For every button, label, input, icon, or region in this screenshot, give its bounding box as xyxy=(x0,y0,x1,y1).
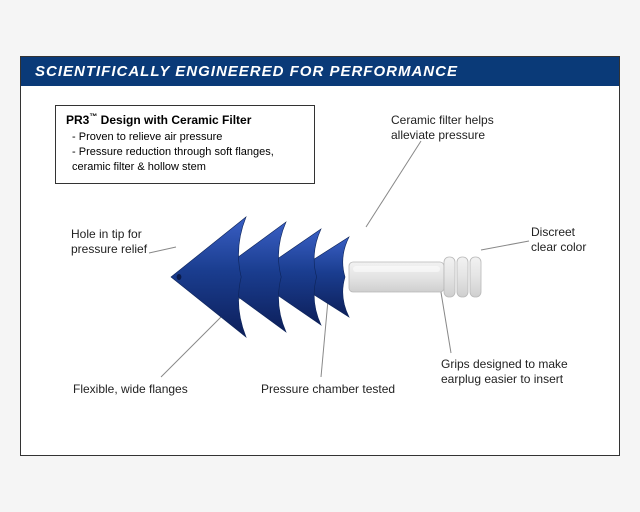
callout-discreet: Discreetclear color xyxy=(531,225,611,255)
callout-ceramic: Ceramic filter helpsalleviate pressure xyxy=(391,113,551,143)
callout-flanges: Flexible, wide flanges xyxy=(73,382,233,397)
callout-grips: Grips designed to makeearplug easier to … xyxy=(441,357,621,387)
callout-chamber: Pressure chamber tested xyxy=(261,382,431,397)
title-text: SCIENTIFICALLY ENGINEERED FOR PERFORMANC… xyxy=(35,63,458,80)
title-bar: SCIENTIFICALLY ENGINEERED FOR PERFORMANC… xyxy=(21,57,619,86)
callout-hole: Hole in tip forpressure relief xyxy=(71,227,191,257)
infographic-frame: SCIENTIFICALLY ENGINEERED FOR PERFORMANC… xyxy=(20,56,620,456)
